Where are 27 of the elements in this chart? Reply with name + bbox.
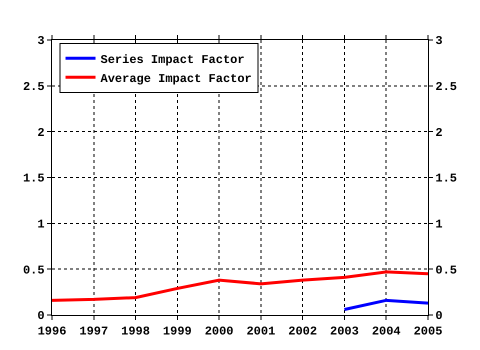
- x-tick-label: 2003: [330, 324, 359, 338]
- y-tick-label: 1: [37, 218, 45, 232]
- x-tick-label: 1998: [121, 324, 150, 338]
- legend-label: Average Impact Factor: [100, 72, 252, 86]
- x-tick-label: 2001: [246, 324, 276, 338]
- y2-tick-label: 2.5: [435, 80, 458, 94]
- x-tick-label: 2000: [204, 324, 234, 338]
- y-tick-label: 1.5: [22, 172, 45, 186]
- x-tick-label: 1997: [79, 324, 108, 338]
- y2-tick-label: 0.5: [435, 263, 458, 278]
- x-tick-label: 2005: [414, 324, 442, 338]
- y2-tick-label: 0: [435, 309, 443, 324]
- y2-tick-label: 1.5: [435, 172, 458, 186]
- y-tick-label: 0.5: [22, 263, 45, 278]
- line-series: [52, 270, 428, 302]
- y2-tick-label: 1: [435, 218, 443, 232]
- x-tick-label: 2002: [288, 324, 318, 338]
- x-tick-label: 1999: [162, 324, 192, 338]
- y-tick-label: 2: [37, 126, 45, 140]
- y-tick-label: 2.5: [22, 80, 45, 94]
- legend-label: Series Impact Factor: [100, 52, 245, 67]
- x-tick-label: 2004: [372, 324, 401, 338]
- y2-tick-label: 3: [435, 34, 443, 48]
- y2-tick-label: 2: [435, 126, 443, 140]
- x-tick-label: 1996: [38, 324, 66, 338]
- y-tick-label: 0: [37, 309, 45, 324]
- y-tick-label: 3: [37, 34, 45, 48]
